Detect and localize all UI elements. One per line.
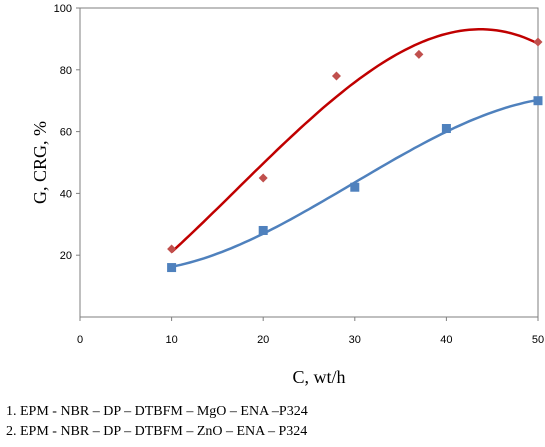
caption-series-1: 1. EPM - NBR – DP – DTBFM – MgO – ENA –P…: [6, 404, 308, 419]
data-point-series-2: [258, 225, 268, 235]
data-point-series-2: [441, 124, 451, 134]
x-tick-label: 10: [165, 334, 177, 346]
data-point-series-2: [350, 182, 360, 192]
y-tick-label: 60: [60, 127, 72, 139]
x-tick-label: 30: [349, 334, 361, 346]
data-point-series-2: [167, 263, 177, 273]
x-tick-label: 50: [532, 334, 544, 346]
plot-frame: [79, 7, 539, 318]
trendline-series-1: [170, 28, 539, 254]
data-point-series-1: [331, 71, 341, 81]
data-point-series-1: [258, 173, 268, 183]
x-tick-label: 0: [77, 334, 83, 346]
chart: 20 40 60 80 100 0 10 20 30 40 50 G, CRG, % C, wt/h: [30, 3, 544, 387]
trendlines: [170, 28, 539, 269]
data-point-series-2: [533, 96, 543, 106]
y-tick-label: 80: [60, 65, 72, 77]
data-point-series-1: [533, 37, 543, 47]
y-tick-label: 40: [60, 188, 72, 200]
markers: [167, 37, 543, 273]
x-tick-label: 20: [257, 334, 269, 346]
y-tick-label: 100: [54, 3, 72, 15]
y-axis-title: G, CRG, %: [30, 121, 50, 204]
caption-series-2: 2. EPM - NBR – DP – DTBFM – ZnO – ENA – …: [6, 424, 308, 439]
x-tick-label: 40: [440, 334, 452, 346]
plot-area: [79, 7, 539, 318]
y-tick-label: 20: [60, 250, 72, 262]
trendline-series-2: [171, 98, 539, 269]
data-point-series-1: [414, 49, 424, 59]
x-axis-title: C, wt/h: [292, 367, 345, 387]
data-point-series-1: [167, 244, 177, 254]
tick-labels: 20 40 60 80 100 0 10 20 30 40 50: [54, 3, 544, 346]
